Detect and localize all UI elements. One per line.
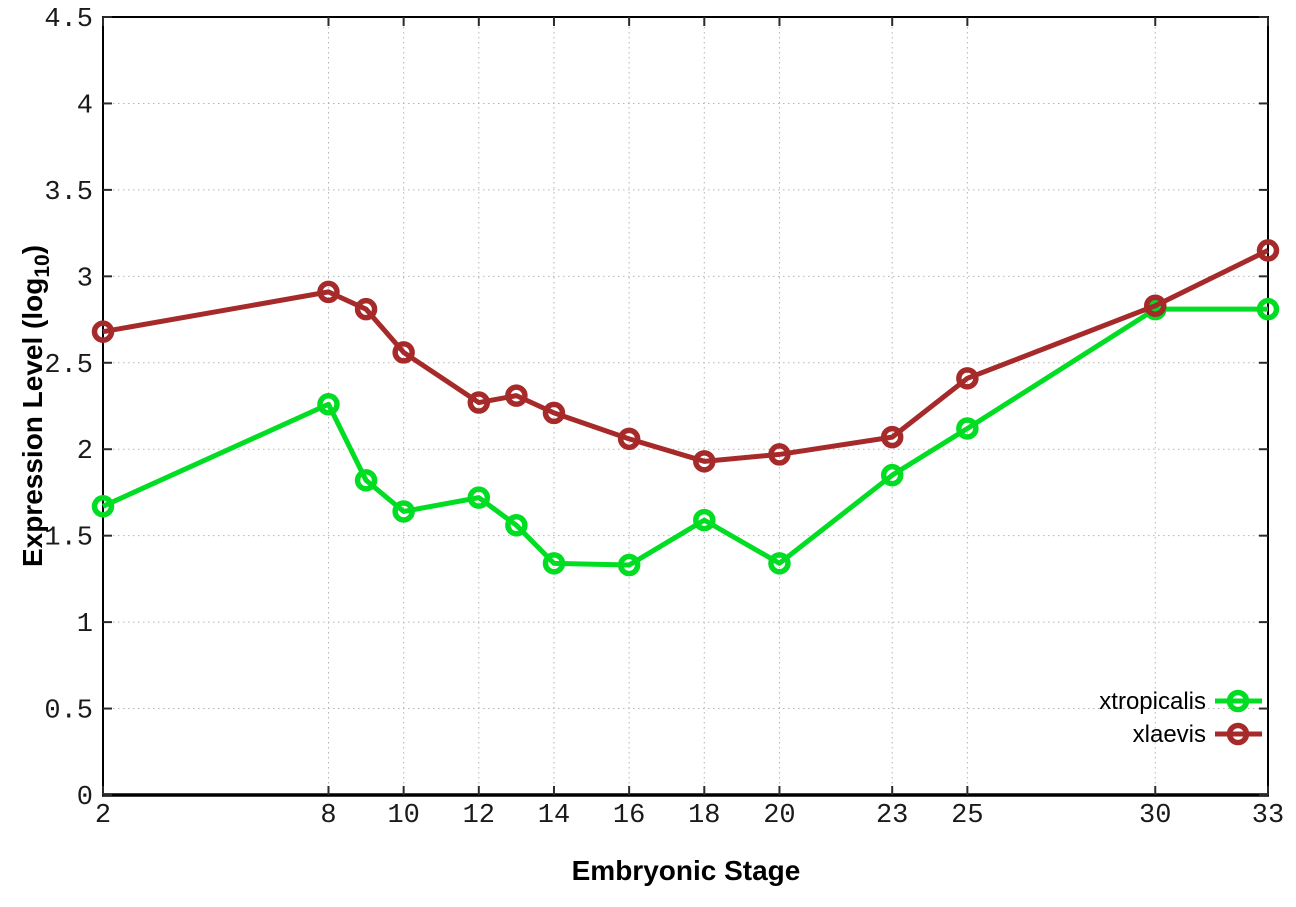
legend-item-xtropicalis: xtropicalis xyxy=(1099,688,1262,715)
legend: xtropicalis xlaevis xyxy=(1099,688,1262,748)
x-tick-label: 25 xyxy=(951,801,983,831)
data-point-xtropicalis xyxy=(317,393,340,416)
data-series xyxy=(91,239,1280,577)
y-tick-label: 0.5 xyxy=(44,697,93,727)
x-tick-label: 16 xyxy=(613,801,645,831)
series-xtropicalis xyxy=(91,297,1280,577)
x-tick-label: 14 xyxy=(538,801,570,831)
data-point-xtropicalis xyxy=(617,553,641,577)
y-tick-label: 3 xyxy=(77,264,93,294)
data-point-xlaevis xyxy=(880,425,904,449)
data-point-xlaevis xyxy=(1256,239,1280,262)
x-axis-title: Embryonic Stage xyxy=(572,855,801,886)
x-tick-label: 12 xyxy=(463,801,495,831)
x-tick-label: 23 xyxy=(876,801,908,831)
y-tick-label: 2.5 xyxy=(44,351,93,381)
legend-label-xtropicalis: xtropicalis xyxy=(1099,688,1206,715)
y-tick-label: 1.5 xyxy=(44,524,93,554)
data-point-xlaevis xyxy=(617,427,641,451)
legend-sample-marker-xlaevis xyxy=(1226,722,1250,746)
x-tick-label: 30 xyxy=(1139,801,1171,831)
y-axis-title-base: Expression Level (log xyxy=(17,278,48,567)
data-point-xtropicalis xyxy=(505,514,528,537)
data-point-xlaevis xyxy=(505,384,528,407)
data-point-xlaevis xyxy=(467,391,491,414)
y-axis-title: Expression Level (log10) xyxy=(17,245,54,567)
series-line-xtropicalis xyxy=(101,306,1268,568)
legend-sample-marker-xtropicalis xyxy=(1226,689,1250,713)
data-point-xtropicalis xyxy=(880,463,904,487)
x-tick-label: 10 xyxy=(387,801,419,831)
data-point-xlaevis xyxy=(354,297,378,321)
data-point-xlaevis xyxy=(1144,294,1167,317)
data-point-xlaevis xyxy=(768,443,791,466)
axes-and-ticks: 2 8 10 12 14 16 18 20 23 25 30 33 0 0.5 1 1.5 2 2.5 3 3.5 4 4… xyxy=(44,5,1284,831)
y-tick-label: 4 xyxy=(77,91,93,121)
plot-border xyxy=(102,16,1269,796)
data-point-xtropicalis xyxy=(768,552,791,575)
series-xlaevis xyxy=(91,239,1280,473)
y-axis-title-close: ) xyxy=(17,245,48,254)
y-tick-label: 0 xyxy=(77,783,93,813)
data-point-xlaevis xyxy=(693,450,716,473)
x-tick-label: 20 xyxy=(763,801,795,831)
legend-item-xlaevis: xlaevis xyxy=(1133,721,1262,748)
data-point-xtropicalis xyxy=(542,552,566,575)
data-point-xlaevis xyxy=(956,367,979,390)
grid-lines xyxy=(103,17,1268,795)
data-point-xtropicalis xyxy=(956,417,979,440)
data-point-xlaevis xyxy=(392,341,415,364)
data-point-xlaevis xyxy=(317,280,340,304)
legend-label-xlaevis: xlaevis xyxy=(1133,721,1206,748)
data-point-xtropicalis xyxy=(354,469,378,492)
x-tick-label: 2 xyxy=(95,801,111,831)
y-tick-label: 1 xyxy=(77,610,93,640)
data-point-xtropicalis xyxy=(693,508,716,532)
y-tick-label: 4.5 xyxy=(44,5,93,35)
data-point-xlaevis xyxy=(542,401,566,425)
y-axis-title-subscript: 10 xyxy=(31,254,54,277)
x-tick-label: 33 xyxy=(1252,801,1284,831)
data-point-xtropicalis xyxy=(392,500,415,523)
data-point-xtropicalis xyxy=(467,486,491,509)
x-tick-label: 18 xyxy=(688,801,720,831)
y-tick-label: 3.5 xyxy=(44,178,93,208)
data-point-xtropicalis xyxy=(91,495,115,518)
data-point-xtropicalis xyxy=(1256,297,1280,321)
x-tick-label: 8 xyxy=(320,801,336,831)
y-tick-label: 2 xyxy=(77,437,93,467)
data-point-xlaevis xyxy=(91,320,115,343)
